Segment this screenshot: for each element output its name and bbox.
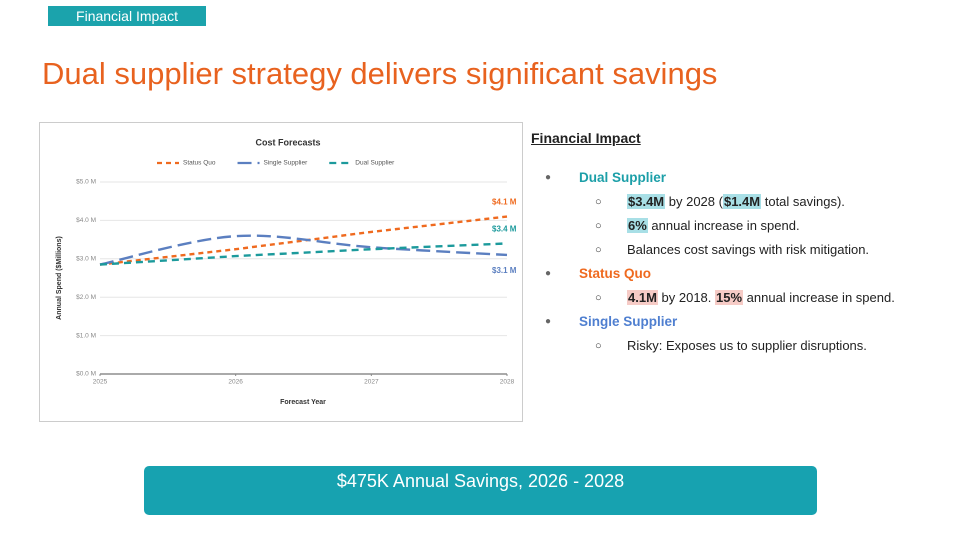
- bullet-text: by 2028 (: [665, 194, 723, 209]
- sub-bullet: Balances cost savings with risk mitigati…: [595, 238, 903, 262]
- value-label: $3.1 M: [492, 266, 517, 275]
- chart-frame: [39, 122, 523, 422]
- y-tick-label: $3.0 M: [76, 256, 96, 263]
- chart-title: Cost Forecasts: [255, 137, 320, 147]
- value-label: $3.4 M: [492, 225, 517, 234]
- x-tick-label: 2028: [500, 379, 515, 386]
- chart: Cost Forecasts Forecast Year Annual Spen…: [39, 122, 523, 422]
- impact-panel: Financial Impact Dual Supplier$3.4M by 2…: [531, 130, 951, 358]
- highlight: 4.1M: [627, 290, 658, 305]
- bullet-heading: Single Supplier: [531, 310, 951, 334]
- legend-label: Dual Supplier: [355, 160, 395, 167]
- bullet-text: Risky: Exposes us to supplier disruption…: [627, 338, 867, 353]
- legend-label: Single Supplier: [264, 160, 309, 167]
- y-tick-label: $2.0 M: [76, 294, 96, 301]
- y-axis-label: Annual Spend ($Millions): [56, 236, 63, 320]
- highlight: 15%: [715, 290, 744, 305]
- y-tick-label: $0.0 M: [76, 371, 96, 378]
- x-tick-label: 2025: [93, 379, 108, 386]
- sub-bullet: Risky: Exposes us to supplier disruption…: [595, 334, 903, 358]
- sub-bullet: 6% annual increase in spend.: [595, 214, 903, 238]
- x-axis-label: Forecast Year: [280, 399, 326, 406]
- series-line: [99, 234, 508, 266]
- bullet-text: by 2018.: [657, 290, 716, 305]
- bullet-text: total savings).: [761, 194, 845, 209]
- highlight: 6%: [627, 218, 648, 233]
- bullet-text: Balances cost savings with risk mitigati…: [627, 242, 870, 257]
- sub-bullet: 4.1M by 2018. 15% annual increase in spe…: [595, 286, 903, 310]
- bullet-heading: Status Quo: [531, 262, 951, 286]
- value-label: $4.1 M: [492, 198, 517, 207]
- panel-heading: Financial Impact: [531, 130, 641, 146]
- x-tick-label: 2026: [228, 379, 243, 386]
- series-line: [99, 242, 508, 266]
- highlight: $1.4M: [722, 194, 762, 209]
- x-tick-label: 2027: [364, 379, 379, 386]
- highlight: $3.4M: [627, 194, 666, 209]
- slide-title: Dual supplier strategy delivers signific…: [42, 56, 718, 91]
- y-tick-label: $5.0 M: [76, 179, 96, 186]
- bullet-text: annual increase in spend.: [743, 290, 895, 305]
- impact-list: Dual Supplier$3.4M by 2028 ($1.4M total …: [531, 166, 951, 358]
- section-tag: Financial Impact: [48, 6, 206, 26]
- savings-banner: $475K Annual Savings, 2026 - 2028: [144, 466, 817, 515]
- y-tick-label: $4.0 M: [76, 217, 96, 224]
- bullet-text: annual increase in spend.: [647, 218, 800, 233]
- y-tick-label: $1.0 M: [76, 332, 96, 339]
- sub-bullet: $3.4M by 2028 ($1.4M total savings).: [595, 190, 903, 214]
- bullet-heading: Dual Supplier: [531, 166, 951, 190]
- legend-label: Status Quo: [183, 160, 216, 167]
